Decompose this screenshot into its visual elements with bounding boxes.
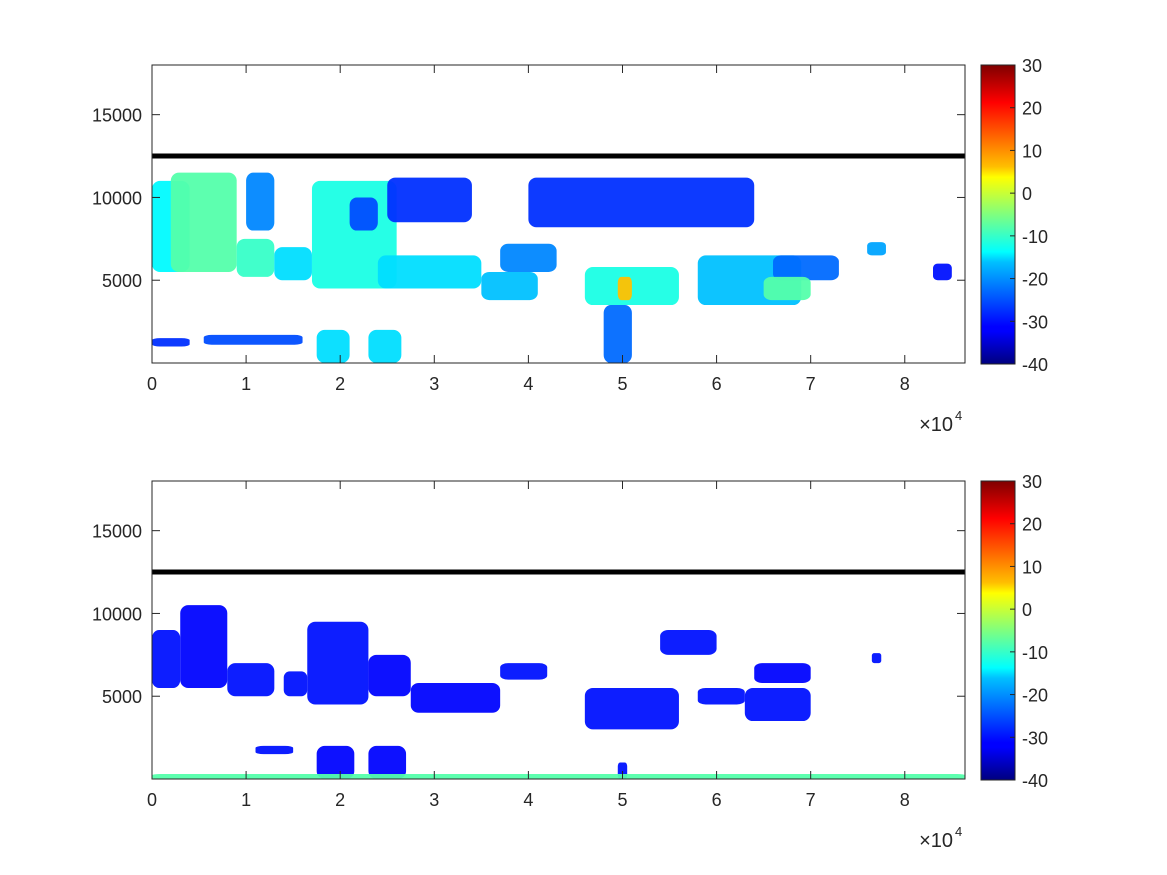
axes-box <box>151 480 966 780</box>
heatmap-cell <box>180 605 228 688</box>
heatmap-cell <box>867 242 886 256</box>
heatmap-data <box>152 605 965 779</box>
colorbar-tick-label: -20 <box>1022 270 1048 290</box>
colorbar-tick-label: 0 <box>1022 184 1032 204</box>
heatmap-cell <box>744 687 811 722</box>
colorbar-tick-label: 20 <box>1022 99 1042 119</box>
colorbar-tick-label: 30 <box>1022 472 1042 492</box>
heatmap-cell <box>410 682 501 713</box>
heatmap-cell <box>871 653 882 664</box>
x-multiplier-label: ×10 <box>919 414 953 436</box>
y-tick-label: 10000 <box>92 188 142 208</box>
heatmap-cell <box>697 687 745 705</box>
x-multiplier-exponent: 4 <box>955 824 962 839</box>
heatmap-cell <box>283 671 308 697</box>
heatmap-cell <box>603 305 632 363</box>
x-tick-label: 8 <box>900 374 910 394</box>
y-tick-label: 5000 <box>102 271 142 291</box>
heatmap-cell <box>316 745 355 779</box>
heatmap-cell <box>763 276 811 301</box>
y-tick-label: 15000 <box>92 522 142 542</box>
heatmap-cell <box>617 276 632 301</box>
x-tick-label: 3 <box>429 374 439 394</box>
colorbar-tick-label: -20 <box>1022 686 1048 706</box>
colorbar-tick-label: -30 <box>1022 312 1048 332</box>
heatmap-data <box>152 172 952 363</box>
heatmap-cell <box>660 630 717 655</box>
colorbar-tick-label: -10 <box>1022 643 1048 663</box>
heatmap-cell <box>933 263 952 281</box>
y-tick-label: 5000 <box>102 687 142 707</box>
x-tick-label: 7 <box>806 374 816 394</box>
x-tick-label: 6 <box>712 374 722 394</box>
colorbar-tick-label: 0 <box>1022 600 1032 620</box>
colorbar-tick-label: 20 <box>1022 515 1042 535</box>
y-tick-label: 10000 <box>92 604 142 624</box>
heatmap-cell <box>255 745 294 755</box>
colorbar-tick-label: -40 <box>1022 355 1048 375</box>
heatmap-cell <box>274 247 312 281</box>
heatmap-cell <box>236 238 275 277</box>
x-tick-label: 3 <box>429 790 439 810</box>
heatmap-cell <box>584 266 679 306</box>
colorbar-tick-label: 10 <box>1022 557 1042 577</box>
heatmap-cell <box>246 172 275 231</box>
heatmap-cell <box>500 243 557 272</box>
heatmap-cell <box>528 177 755 228</box>
heatmap-cell <box>500 663 548 680</box>
x-tick-label: 4 <box>523 374 533 394</box>
x-tick-label: 8 <box>900 790 910 810</box>
colorbar-tick-label: -10 <box>1022 227 1048 247</box>
x-multiplier-exponent: 4 <box>955 408 962 423</box>
colorbar-tick-label: -40 <box>1022 771 1048 791</box>
x-tick-label: 2 <box>335 790 345 810</box>
heatmap-cell <box>152 774 965 779</box>
colorbar-tick-label: -30 <box>1022 728 1048 748</box>
heatmap-cell <box>754 663 811 683</box>
heatmap-cell <box>316 329 350 363</box>
heatmap-cell <box>387 177 472 223</box>
x-tick-label: 5 <box>617 790 627 810</box>
x-tick-label: 5 <box>617 374 627 394</box>
heatmap-cell <box>170 172 237 272</box>
x-tick-label: 4 <box>523 790 533 810</box>
heatmap-cell <box>368 654 411 697</box>
heatmap-cell <box>584 687 679 730</box>
heatmap-cell <box>349 197 378 231</box>
axes-box <box>151 64 966 364</box>
heatmap-cell <box>773 255 839 281</box>
colorbar <box>980 64 1016 365</box>
heatmap-cell <box>368 329 402 363</box>
heatmap-cell <box>377 255 482 289</box>
colorbar <box>980 480 1016 781</box>
x-tick-label: 1 <box>241 790 251 810</box>
x-tick-label: 0 <box>147 374 157 394</box>
heatmap-cell <box>152 630 181 688</box>
heatmap-cell <box>481 271 538 301</box>
x-tick-label: 6 <box>712 790 722 810</box>
heatmap-cell <box>152 338 190 347</box>
x-tick-label: 2 <box>335 374 345 394</box>
plot-area <box>152 481 965 779</box>
heatmap-cell <box>368 745 407 779</box>
colorbar-tick-label: 10 <box>1022 141 1042 161</box>
x-tick-label: 0 <box>147 790 157 810</box>
heatmap-cell <box>227 663 275 697</box>
x-multiplier-label: ×10 <box>919 830 953 852</box>
colorbar-tick-label: 30 <box>1022 56 1042 76</box>
y-tick-label: 15000 <box>92 106 142 126</box>
x-tick-label: 1 <box>241 374 251 394</box>
heatmap-cell <box>203 334 303 345</box>
heatmap-cell <box>307 621 369 705</box>
x-tick-label: 7 <box>806 790 816 810</box>
